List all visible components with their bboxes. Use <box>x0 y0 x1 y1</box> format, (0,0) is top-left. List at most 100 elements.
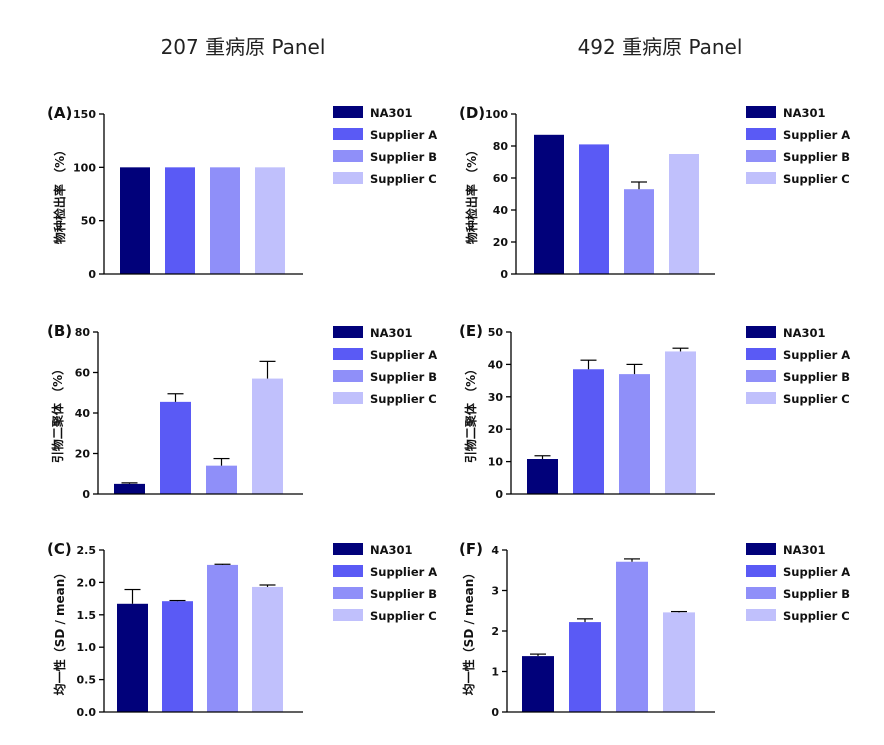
chart-b-legend-swatch-0 <box>333 326 363 338</box>
chart-c-legend-label-3: Supplier C <box>370 609 437 623</box>
chart-e-legend-swatch-2 <box>746 370 776 382</box>
chart-b-bar-0 <box>114 483 145 494</box>
chart-c-legend-swatch-2 <box>333 587 363 599</box>
chart-c-bar-1 <box>162 601 193 712</box>
chart-e-ytick-label-2: 20 <box>488 423 504 436</box>
chart-c-bar-0 <box>117 603 148 712</box>
chart-a-legend-label-0: NA301 <box>370 106 413 120</box>
chart-e-ytick-label-1: 10 <box>488 456 504 469</box>
chart-c-ytick-label-1: 0.5 <box>77 674 97 687</box>
chart-f-legend-label-1: Supplier A <box>783 565 850 579</box>
chart-b-legend-label-3: Supplier C <box>370 392 437 406</box>
chart-a-ytick-label-2: 100 <box>73 161 96 174</box>
chart-e-legend-swatch-3 <box>746 392 776 404</box>
chart-panel-c: (C) 0.0 0.5 1.0 1.5 2.0 2.5 均一性（SD / mean） NA301… <box>47 540 437 719</box>
chart-c-bar-3 <box>252 586 283 712</box>
chart-c-ytick-label-2: 1.0 <box>77 641 97 654</box>
chart-panel-d: (D) 0 20 40 60 80 100 物种检出率 （%） NA301 Supplier A S… <box>459 104 850 281</box>
chart-panel-b: (B) 0 20 40 60 80 引物二聚体 （%） NA301 Supplier A Supp… <box>47 322 437 501</box>
chart-e-ytick-label-0: 0 <box>495 488 503 501</box>
chart-b-legend-label-1: Supplier A <box>370 348 437 362</box>
chart-d-ytick-label-1: 20 <box>493 236 509 249</box>
chart-c-legend-label-0: NA301 <box>370 543 413 557</box>
chart-e-ytick-label-5: 50 <box>488 326 504 339</box>
chart-b-legend-swatch-1 <box>333 348 363 360</box>
chart-d-legend-label-3: Supplier C <box>783 172 850 186</box>
chart-f-bar-2 <box>616 561 648 712</box>
chart-c-legend-swatch-1 <box>333 565 363 577</box>
chart-d-bar-0 <box>534 134 564 274</box>
chart-d-ytick-label-4: 80 <box>493 140 509 153</box>
chart-a-bar-0 <box>120 167 150 274</box>
chart-panel-a: (A) 0 50 100 150 物种检出率 （%） NA301 Supplier A Supp… <box>47 104 437 281</box>
chart-d-legend-swatch-0 <box>746 106 776 118</box>
chart-a-legend-swatch-2 <box>333 150 363 162</box>
chart-c-y-axis-label: 均一性（SD / mean） <box>52 567 67 696</box>
chart-a-bar-3 <box>255 167 285 274</box>
chart-c-ytick-label-0: 0.0 <box>77 706 97 719</box>
chart-f-legend-label-2: Supplier B <box>783 587 850 601</box>
chart-e-ytick-label-3: 30 <box>488 391 504 404</box>
right-column-title: 492 重病原 Panel <box>578 35 743 59</box>
chart-d-legend-swatch-3 <box>746 172 776 184</box>
chart-b-legend-label-0: NA301 <box>370 326 413 340</box>
chart-d-y-axis-label: 物种检出率 （%） <box>464 144 479 244</box>
chart-f-legend-swatch-1 <box>746 565 776 577</box>
chart-c-panel-letter: (C) <box>47 540 72 558</box>
chart-d-ytick-label-0: 0 <box>500 268 508 281</box>
chart-e-legend-swatch-1 <box>746 348 776 360</box>
chart-a-legend-swatch-0 <box>333 106 363 118</box>
chart-b-legend-swatch-3 <box>333 392 363 404</box>
chart-d-legend-label-2: Supplier B <box>783 150 850 164</box>
chart-panel-e: (E) 0 10 20 30 40 50 引物二聚体 （%） NA301 Supplier A Su… <box>459 322 850 501</box>
chart-e-y-axis-label: 引物二聚体 （%） <box>463 363 478 463</box>
chart-d-bar-3 <box>669 154 699 274</box>
chart-b-bar-1 <box>160 401 191 494</box>
chart-e-bar-0 <box>527 459 558 494</box>
chart-f-ytick-label-2: 2 <box>491 625 499 638</box>
chart-a-y-axis-label: 物种检出率 （%） <box>52 144 67 244</box>
chart-f-legend-swatch-3 <box>746 609 776 621</box>
chart-c-legend-label-1: Supplier A <box>370 565 437 579</box>
chart-a-legend-label-2: Supplier B <box>370 150 437 164</box>
chart-b-ytick-label-3: 60 <box>75 367 91 380</box>
chart-b-bar-3 <box>252 378 283 494</box>
chart-c-ytick-label-4: 2.0 <box>77 576 97 589</box>
chart-c-legend-label-2: Supplier B <box>370 587 437 601</box>
chart-a-legend-label-1: Supplier A <box>370 128 437 142</box>
chart-c-legend-swatch-0 <box>333 543 363 555</box>
chart-c-bar-2 <box>207 564 238 712</box>
chart-d-legend-label-0: NA301 <box>783 106 826 120</box>
chart-f-ytick-label-1: 1 <box>491 666 499 679</box>
chart-d-ytick-label-5: 100 <box>485 108 508 121</box>
chart-f-legend-swatch-0 <box>746 543 776 555</box>
chart-a-bar-2 <box>210 167 240 274</box>
chart-b-bar-2 <box>206 465 237 494</box>
chart-f-ytick-label-4: 4 <box>491 544 499 557</box>
chart-e-legend-label-2: Supplier B <box>783 370 850 384</box>
chart-b-ytick-label-4: 80 <box>75 326 91 339</box>
chart-b-ytick-label-1: 20 <box>75 448 91 461</box>
chart-f-ytick-label-3: 3 <box>491 585 499 598</box>
chart-a-legend-swatch-3 <box>333 172 363 184</box>
chart-d-legend-label-1: Supplier A <box>783 128 850 142</box>
left-column-title: 207 重病原 Panel <box>161 35 326 59</box>
chart-e-bar-3 <box>665 351 696 494</box>
chart-f-y-axis-label: 均一性（SD / mean） <box>461 567 476 696</box>
chart-panel-f: (F) 0 1 2 3 4 均一性（SD / mean） NA301 Supplier A Sup… <box>459 540 850 719</box>
chart-e-ytick-label-4: 40 <box>488 358 504 371</box>
chart-c-ytick-label-5: 2.5 <box>77 544 97 557</box>
chart-b-legend-label-2: Supplier B <box>370 370 437 384</box>
chart-f-legend-label-0: NA301 <box>783 543 826 557</box>
chart-b-panel-letter: (B) <box>47 322 72 340</box>
chart-a-ytick-label-0: 0 <box>88 268 96 281</box>
chart-b-ytick-label-0: 0 <box>82 488 90 501</box>
chart-f-legend-swatch-2 <box>746 587 776 599</box>
chart-f-panel-letter: (F) <box>459 540 483 558</box>
chart-b-y-axis-label: 引物二聚体 （%） <box>50 363 65 463</box>
chart-f-ytick-label-0: 0 <box>491 706 499 719</box>
chart-e-legend-swatch-0 <box>746 326 776 338</box>
chart-e-legend-label-3: Supplier C <box>783 392 850 406</box>
